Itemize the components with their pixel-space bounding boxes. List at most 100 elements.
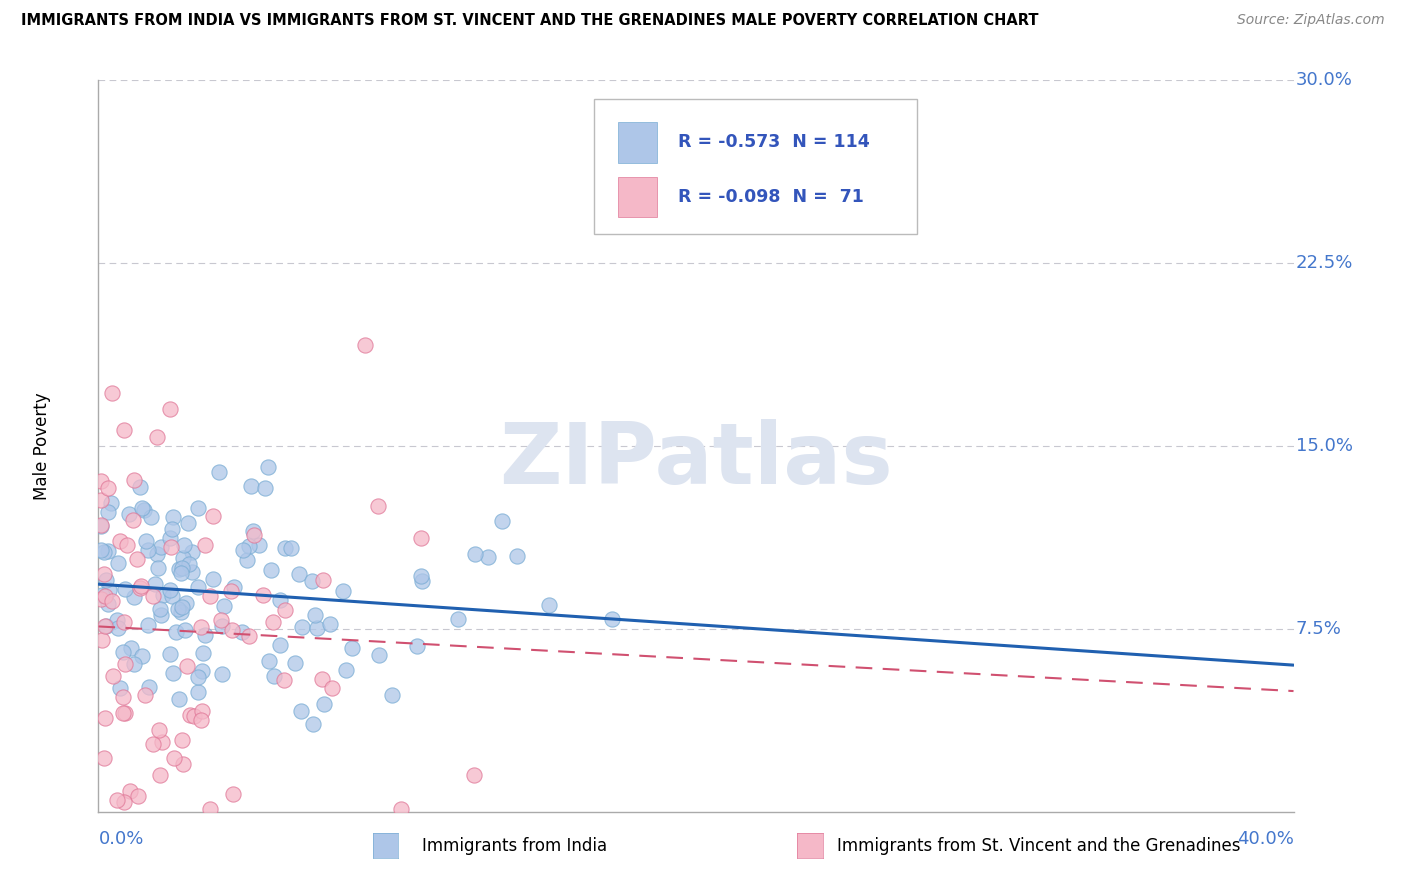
Point (177, 516, 200, 530)
Point (194, 628, 217, 642)
Point (231, 625, 253, 640)
Point (202, 509, 225, 524)
Point (176, 658, 198, 673)
Point (321, 681, 343, 695)
FancyBboxPatch shape (619, 122, 657, 162)
Point (90, 475, 112, 489)
Point (100, 386, 122, 401)
Point (406, 639, 429, 653)
Point (242, 524, 264, 538)
Point (124, 657, 146, 672)
Point (172, 757, 194, 772)
Point (232, 543, 254, 558)
Point (90, 591, 112, 606)
Point (170, 606, 193, 620)
Point (136, 543, 159, 558)
Point (537, 598, 560, 612)
Point (280, 541, 302, 555)
Point (600, 612, 623, 626)
Point (94, 711, 117, 725)
Point (170, 561, 193, 575)
Point (274, 541, 297, 555)
Point (134, 688, 156, 702)
Text: ZIPatlas: ZIPatlas (499, 419, 893, 502)
Point (111, 690, 134, 704)
Point (174, 623, 197, 637)
Point (273, 603, 295, 617)
Point (288, 566, 311, 581)
Point (159, 401, 181, 416)
Point (340, 640, 363, 655)
Point (129, 480, 152, 494)
Point (477, 550, 499, 565)
Point (236, 553, 259, 567)
Point (491, 514, 513, 528)
Point (150, 735, 173, 749)
Point (301, 574, 323, 588)
Point (142, 589, 165, 603)
Text: Source: ZipAtlas.com: Source: ZipAtlas.com (1237, 13, 1385, 28)
Point (146, 547, 169, 561)
Point (101, 594, 124, 608)
Point (152, 588, 174, 602)
Point (172, 551, 194, 566)
Point (127, 789, 149, 803)
Point (307, 621, 329, 635)
Point (114, 706, 136, 720)
Point (332, 584, 354, 599)
Point (194, 538, 217, 552)
Point (169, 691, 191, 706)
Text: R = -0.573  N = 114: R = -0.573 N = 114 (678, 134, 870, 152)
Point (149, 601, 172, 615)
FancyBboxPatch shape (595, 99, 917, 234)
Point (211, 666, 233, 681)
Point (304, 608, 326, 623)
Point (108, 681, 131, 695)
Point (135, 533, 157, 548)
Point (173, 538, 195, 552)
Point (90, 633, 112, 648)
Point (90, 588, 112, 602)
Point (319, 616, 342, 631)
Point (170, 600, 193, 615)
Point (180, 565, 202, 579)
Point (97, 505, 120, 519)
Text: 15.0%: 15.0% (1296, 437, 1353, 455)
Point (506, 549, 529, 563)
Point (179, 557, 201, 571)
Point (120, 640, 142, 655)
Point (284, 656, 307, 670)
Point (238, 629, 260, 643)
Point (114, 657, 136, 671)
Point (187, 580, 209, 594)
Text: 0.0%: 0.0% (98, 830, 143, 848)
Point (146, 560, 169, 574)
Point (101, 669, 124, 683)
Point (221, 623, 243, 637)
Point (138, 680, 160, 694)
Point (122, 473, 145, 487)
Point (290, 704, 312, 718)
Point (191, 664, 214, 678)
Point (335, 663, 357, 677)
Text: Immigrants from India: Immigrants from India (422, 837, 607, 855)
Point (134, 503, 156, 517)
Point (187, 685, 209, 699)
Point (367, 648, 389, 662)
Point (222, 580, 245, 594)
Point (111, 645, 134, 659)
Point (170, 733, 193, 747)
Point (273, 673, 295, 687)
Point (129, 582, 152, 596)
Point (389, 802, 412, 816)
Point (238, 539, 260, 553)
Point (122, 513, 145, 527)
Point (162, 665, 184, 680)
Point (107, 621, 129, 635)
Point (97, 544, 120, 558)
Point (100, 496, 122, 510)
Point (464, 547, 486, 561)
Point (211, 613, 233, 627)
Point (136, 618, 159, 632)
Point (141, 510, 163, 524)
